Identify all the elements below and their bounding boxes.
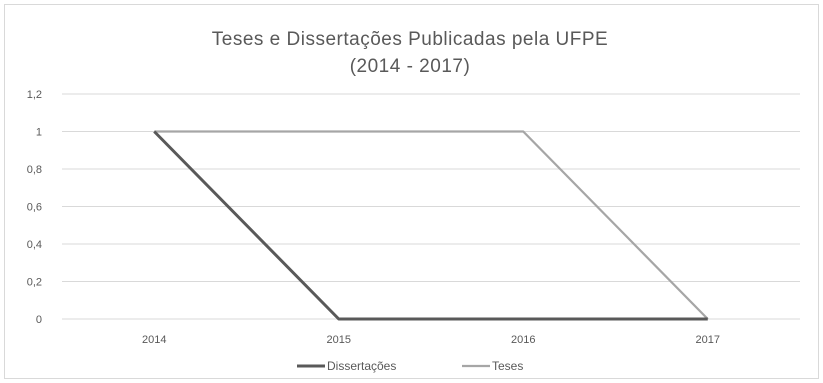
chart-subtitle: (2014 - 2017) — [350, 56, 471, 77]
chart-frame — [4, 4, 819, 379]
chart-title: Teses e Dissertações Publicadas pela UFP… — [212, 29, 608, 50]
y-tick-label: 0,8 — [27, 164, 42, 176]
x-tick-label: 2016 — [511, 334, 535, 346]
y-tick-label: 1 — [36, 127, 42, 139]
x-tick-label: 2014 — [142, 334, 166, 346]
y-tick-label: 0,4 — [27, 239, 42, 251]
y-tick-label: 0,2 — [27, 277, 42, 289]
legend-label: Teses — [492, 359, 523, 373]
x-tick-label: 2017 — [696, 334, 720, 346]
y-tick-label: 0 — [36, 314, 42, 326]
y-tick-label: 0,6 — [27, 202, 42, 214]
x-tick-label: 2015 — [327, 334, 351, 346]
y-tick-label: 1,2 — [27, 89, 42, 101]
series-line-teses — [154, 130, 709, 320]
series-line-disserta-es — [153, 130, 708, 321]
legend-label: Dissertações — [327, 359, 396, 373]
